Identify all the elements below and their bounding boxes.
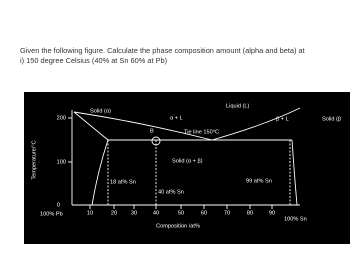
x-axis-label: Composition /at% [156, 223, 200, 229]
region-label: Solid (α) [90, 108, 111, 114]
solvus-left [91, 139, 109, 206]
region-label: β + L [276, 116, 289, 122]
x-tick-label: 10 [87, 210, 93, 216]
point-label: B [150, 128, 154, 134]
ticks [68, 117, 273, 209]
y-tick-label: 100 [57, 159, 66, 165]
x-tick-label: 60 [201, 210, 207, 216]
solidus-left [73, 111, 109, 141]
x-tick-label: 50 [178, 210, 184, 216]
composition-label: 18 at% Sn [110, 179, 136, 185]
x-tick-label: 70 [224, 210, 230, 216]
region-label: Liquid (L) [226, 103, 249, 109]
solvus-right [291, 139, 298, 206]
figure-background [24, 92, 350, 244]
tie-line-label: Tie line 150°C [184, 129, 219, 135]
question-line: i) 150 degree Celsius (40% at Sn 60% at … [20, 56, 168, 65]
x-tick-label: 90 [269, 210, 275, 216]
region-label: α + L [170, 115, 183, 121]
end-label: 100% Sn [284, 216, 307, 222]
question-line: Given the following figure. Calculate th… [20, 46, 305, 55]
y-tick-label: 0 [57, 202, 60, 208]
region-label: Solid (β [322, 116, 341, 122]
x-tick-label: 40 [153, 210, 159, 216]
liquidus-right [211, 107, 301, 141]
y-tick-label: 200 [57, 115, 66, 121]
composition-label: 40 at% Sn [158, 189, 184, 195]
liquidus-left [73, 111, 213, 141]
y-axis-label: Temperature/°C [31, 140, 37, 179]
composition-label: 99 at% Sn [246, 178, 272, 184]
region-label: Solid (α + β) [172, 158, 203, 164]
x-tick-label: 80 [247, 210, 253, 216]
x-tick-label: 30 [131, 210, 137, 216]
point-b [151, 136, 161, 146]
end-label: 100% Pb [40, 211, 63, 217]
question: Given the following figure. Calculate th… [20, 46, 348, 66]
x-tick-label: 20 [111, 210, 117, 216]
